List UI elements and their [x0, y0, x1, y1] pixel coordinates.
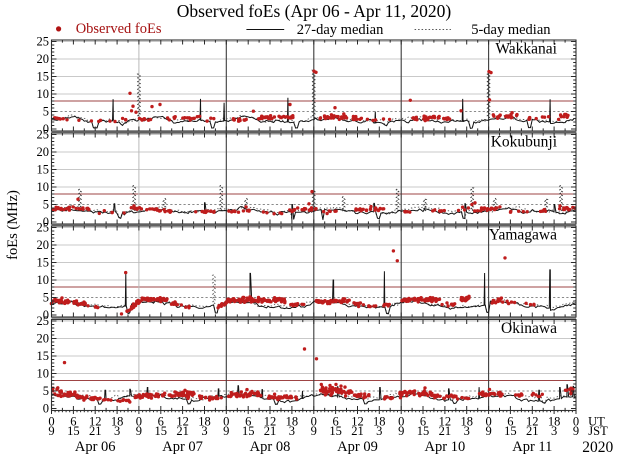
svg-text:Apr 06: Apr 06 [75, 439, 116, 455]
svg-text:9: 9 [485, 424, 491, 438]
svg-text:20: 20 [37, 52, 50, 66]
svg-text:0: 0 [48, 415, 54, 429]
svg-text:18: 18 [548, 415, 561, 429]
svg-text:21: 21 [176, 424, 189, 438]
svg-text:Apr 09: Apr 09 [337, 439, 378, 455]
svg-text:0: 0 [136, 415, 142, 429]
svg-text:25: 25 [37, 128, 50, 142]
svg-text:21: 21 [439, 424, 452, 438]
svg-text:18: 18 [286, 415, 299, 429]
svg-text:3: 3 [376, 424, 382, 438]
svg-text:UT: UT [588, 415, 605, 429]
svg-text:5: 5 [43, 198, 49, 212]
svg-text:15: 15 [37, 349, 50, 363]
svg-text:15: 15 [242, 424, 255, 438]
svg-text:Observed foEs (Apr 06 - Apr 11: Observed foEs (Apr 06 - Apr 11, 2020) [177, 1, 452, 21]
svg-text:12: 12 [351, 415, 364, 429]
svg-text:0: 0 [573, 415, 579, 429]
svg-text:Apr 07: Apr 07 [162, 439, 203, 455]
svg-text:10: 10 [37, 87, 50, 101]
svg-text:9: 9 [136, 424, 142, 438]
svg-text:3: 3 [551, 424, 557, 438]
svg-text:12: 12 [89, 415, 102, 429]
svg-text:Okinawa: Okinawa [501, 320, 557, 337]
svg-text:Observed foEs: Observed foEs [76, 21, 162, 37]
svg-text:20: 20 [37, 145, 50, 159]
svg-text:0: 0 [43, 122, 49, 136]
svg-text:15: 15 [37, 70, 50, 84]
svg-text:10: 10 [37, 273, 50, 287]
svg-text:9: 9 [223, 424, 229, 438]
svg-text:2020: 2020 [582, 439, 613, 456]
svg-text:21: 21 [526, 424, 539, 438]
svg-text:5: 5 [43, 291, 49, 305]
svg-text:0: 0 [223, 415, 229, 429]
svg-text:10: 10 [37, 367, 50, 381]
svg-text:18: 18 [111, 415, 124, 429]
svg-text:9: 9 [398, 424, 404, 438]
svg-text:25: 25 [37, 35, 50, 49]
svg-text:9: 9 [48, 424, 54, 438]
svg-text:12: 12 [439, 415, 452, 429]
svg-text:27-day median: 27-day median [297, 22, 384, 38]
svg-text:18: 18 [373, 415, 386, 429]
svg-text:15: 15 [504, 424, 517, 438]
svg-text:Apr 08: Apr 08 [250, 439, 291, 455]
svg-text:0: 0 [43, 308, 49, 322]
svg-text:JST: JST [588, 424, 608, 438]
svg-text:3: 3 [201, 424, 207, 438]
svg-text:3: 3 [464, 424, 470, 438]
svg-text:6: 6 [245, 415, 251, 429]
svg-text:6: 6 [507, 415, 513, 429]
svg-text:21: 21 [89, 424, 102, 438]
svg-text:5: 5 [43, 105, 49, 119]
svg-text:15: 15 [67, 424, 80, 438]
svg-text:Apr 11: Apr 11 [512, 439, 552, 455]
svg-text:15: 15 [155, 424, 168, 438]
svg-text:12: 12 [264, 415, 277, 429]
svg-text:0: 0 [43, 402, 49, 416]
svg-text:18: 18 [198, 415, 211, 429]
svg-text:9: 9 [311, 424, 317, 438]
svg-text:9: 9 [573, 424, 579, 438]
svg-text:6: 6 [70, 415, 76, 429]
svg-text:15: 15 [37, 163, 50, 177]
svg-text:21: 21 [351, 424, 364, 438]
svg-text:0: 0 [43, 215, 49, 229]
svg-text:20: 20 [37, 332, 50, 346]
svg-text:25: 25 [37, 314, 50, 328]
svg-text:15: 15 [417, 424, 430, 438]
svg-text:Apr 10: Apr 10 [425, 439, 466, 455]
svg-text:6: 6 [158, 415, 164, 429]
svg-text:25: 25 [37, 221, 50, 235]
svg-text:15: 15 [329, 424, 342, 438]
svg-text:Wakkanai: Wakkanai [495, 41, 557, 58]
svg-text:10: 10 [37, 180, 50, 194]
svg-text:0: 0 [398, 415, 404, 429]
svg-text:12: 12 [526, 415, 539, 429]
svg-text:Kokubunji: Kokubunji [491, 134, 558, 151]
svg-text:5: 5 [43, 384, 49, 398]
svg-text:20: 20 [37, 238, 50, 252]
svg-text:3: 3 [114, 424, 120, 438]
svg-text:5-day median: 5-day median [471, 22, 551, 38]
svg-text:3: 3 [289, 424, 295, 438]
svg-text:12: 12 [176, 415, 189, 429]
svg-text:6: 6 [332, 415, 338, 429]
svg-text:Yamagawa: Yamagawa [489, 227, 557, 244]
svg-text:21: 21 [264, 424, 277, 438]
svg-text:18: 18 [460, 415, 473, 429]
svg-text:0: 0 [311, 415, 317, 429]
svg-text:6: 6 [420, 415, 426, 429]
svg-text:foEs (MHz): foEs (MHz) [5, 190, 21, 260]
svg-text:15: 15 [37, 256, 50, 270]
svg-text:0: 0 [485, 415, 491, 429]
